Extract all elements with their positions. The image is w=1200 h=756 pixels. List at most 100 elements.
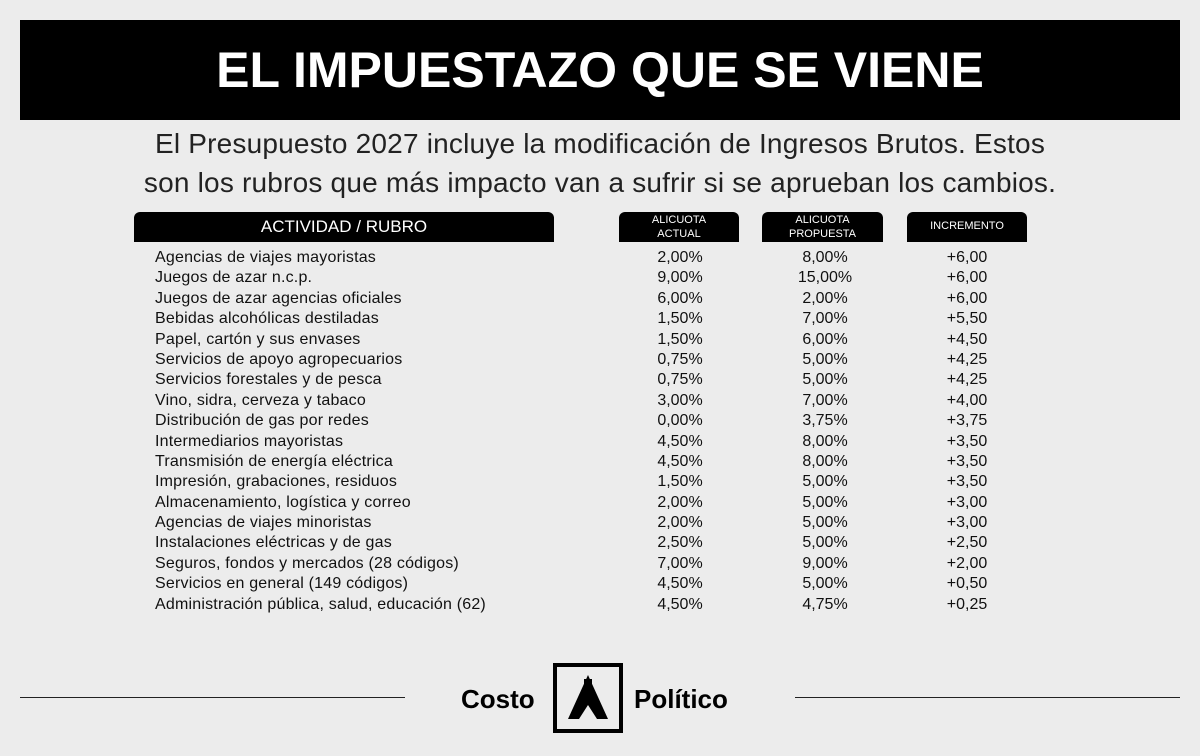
row-alicuota-actual: 1,50% [657,330,703,348]
row-incremento: +6,00 [946,269,988,287]
row-alicuota-actual: 3,00% [657,391,703,409]
row-alicuota-actual: 9,00% [657,269,703,287]
row-alicuota-actual: 2,50% [657,534,703,552]
table-row: Servicios de apoyo agropecuarios 0,75% 5,0… [0,350,1200,370]
row-alicuota-actual: 2,00% [657,493,703,511]
row-activity: Almacenamiento, logística y correo [155,493,411,511]
row-incremento: +4,00 [946,391,988,409]
subtitle-line-2: son los rubros que más impacto van a suf… [143,167,1057,198]
table-row: Juegos de azar agencias oficiales 6,00% 2,… [0,289,1200,309]
row-incremento: +3,50 [946,473,988,491]
table-row: Servicios en general (149 códigos) 4,50% 5… [0,574,1200,594]
row-alicuota-propuesta: 5,00% [802,350,848,368]
header-propuesta-line-2: PROPUESTA [788,228,857,240]
row-alicuota-actual: 1,50% [657,310,703,328]
row-incremento: +3,50 [946,432,988,450]
table-row: Vino, sidra, cerveza y tabaco 3,00% 7,00% +… [0,391,1200,411]
footer-divider-left [20,697,405,698]
row-activity: Agencias de viajes mayoristas [155,249,377,266]
row-alicuota-propuesta: 9,00% [802,554,848,572]
table-row: Agencias de viajes mayoristas 2,00% 8,00% +… [0,248,1200,268]
row-incremento: +4,25 [946,350,988,368]
logo-text-politico: Político [634,684,728,714]
row-alicuota-propuesta: 7,00% [802,391,848,409]
row-alicuota-propuesta: 5,00% [802,371,848,389]
row-incremento: +0,25 [946,595,988,613]
row-activity: Agencias de viajes minoristas [155,514,372,532]
row-alicuota-propuesta: 5,00% [802,534,848,552]
row-alicuota-actual: 7,00% [657,554,703,572]
row-incremento: +3,50 [946,452,988,470]
row-alicuota-propuesta: 5,00% [802,575,848,593]
row-alicuota-actual: 0,75% [657,371,703,389]
row-incremento: +6,00 [946,289,988,307]
row-alicuota-actual: 4,50% [657,595,703,613]
row-alicuota-propuesta: 6,00% [802,330,848,348]
table-row: Almacenamiento, logística y correo 2,00% 5… [0,493,1200,513]
row-incremento: +6,00 [946,249,988,266]
row-alicuota-actual: 2,00% [657,249,703,266]
header-alicuota-propuesta: ALICUOTA PROPUESTA [762,212,883,242]
row-activity: Servicios forestales y de pesca [155,371,382,389]
table-row: Distribución de gas por redes 0,00% 3,75% +… [0,411,1200,431]
row-alicuota-propuesta: 8,00% [802,249,848,266]
row-activity: Juegos de azar n.c.p. [155,269,313,287]
row-alicuota-propuesta: 5,00% [802,493,848,511]
page-title: EL IMPUESTAZO QUE SE VIENE [216,42,984,98]
header-incremento: INCREMENTO [907,212,1027,242]
row-activity: Vino, sidra, cerveza y tabaco [155,391,366,409]
row-incremento: +0,50 [946,575,988,593]
header-activity: ACTIVIDAD / RUBRO [134,212,554,242]
row-activity: Servicios en general (149 códigos) [155,575,409,593]
header-actual-line-1: ALICUOTA [651,214,707,226]
table-row: Administración pública, salud, educación… [0,595,1200,615]
header-propuesta-line-1: ALICUOTA [795,214,850,226]
row-activity: Intermediarios mayoristas [155,432,344,450]
footer-divider-right [795,697,1180,698]
row-alicuota-propuesta: 5,00% [802,473,848,491]
table-body: Agencias de viajes mayoristas 2,00% 8,00% +… [0,248,1200,615]
row-incremento: +3,00 [946,514,988,532]
row-activity: Papel, cartón y sus envases [155,330,361,348]
header-actual-line-2: ACTUAL [657,228,701,240]
table-row: Juegos de azar n.c.p. 9,00% 15,00% +6,00 [0,268,1200,288]
table-row: Transmisión de energía eléctrica 4,50% 8,0… [0,452,1200,472]
row-activity: Distribución de gas por redes [155,412,369,430]
row-alicuota-actual: 2,00% [657,514,703,532]
row-activity: Transmisión de energía eléctrica [155,452,393,470]
row-alicuota-actual: 4,50% [657,575,703,593]
row-alicuota-actual: 6,00% [657,289,703,307]
row-activity: Juegos de azar agencias oficiales [155,289,402,307]
row-alicuota-propuesta: 4,75% [802,595,848,613]
row-activity: Bebidas alcohólicas destiladas [155,310,379,328]
table-row: Agencias de viajes minoristas 2,00% 5,00% +… [0,513,1200,533]
costo-politico-logo-icon [553,663,623,733]
row-activity: Seguros, fondos y mercados (28 códigos) [155,554,459,572]
row-incremento: +4,50 [946,330,988,348]
row-incremento: +4,25 [946,371,988,389]
subtitle: El Presupuesto 2027 incluye la modificac… [60,124,1140,202]
row-activity: Impresión, grabaciones, residuos [155,473,398,491]
row-alicuota-actual: 1,50% [657,473,703,491]
row-incremento: +3,00 [946,493,988,511]
row-alicuota-propuesta: 8,00% [802,432,848,450]
row-incremento: +2,00 [946,554,988,572]
table-row: Bebidas alcohólicas destiladas 1,50% 7,00%… [0,309,1200,329]
row-incremento: +5,50 [946,310,988,328]
title-banner: EL IMPUESTAZO QUE SE VIENE [20,20,1180,120]
header-alicuota-actual: ALICUOTA ACTUAL [619,212,739,242]
table-row: Impresión, grabaciones, residuos 1,50% 5,0… [0,472,1200,492]
row-activity: Servicios de apoyo agropecuarios [155,350,403,368]
table-row: Seguros, fondos y mercados (28 códigos) 7… [0,554,1200,574]
table-row: Instalaciones eléctricas y de gas 2,50% 5,… [0,533,1200,553]
logo-text-costo: Costo [461,684,535,714]
table-row: Servicios forestales y de pesca 0,75% 5,00… [0,370,1200,390]
row-alicuota-actual: 0,00% [657,412,703,430]
row-alicuota-propuesta: 15,00% [797,269,853,287]
subtitle-line-1: El Presupuesto 2027 incluye la modificac… [154,128,1046,159]
row-alicuota-actual: 4,50% [657,432,703,450]
row-activity: Instalaciones eléctricas y de gas [155,534,392,552]
row-incremento: +3,75 [946,412,988,430]
table-row: Papel, cartón y sus envases 1,50% 6,00% +4,… [0,330,1200,350]
row-alicuota-propuesta: 5,00% [802,514,848,532]
